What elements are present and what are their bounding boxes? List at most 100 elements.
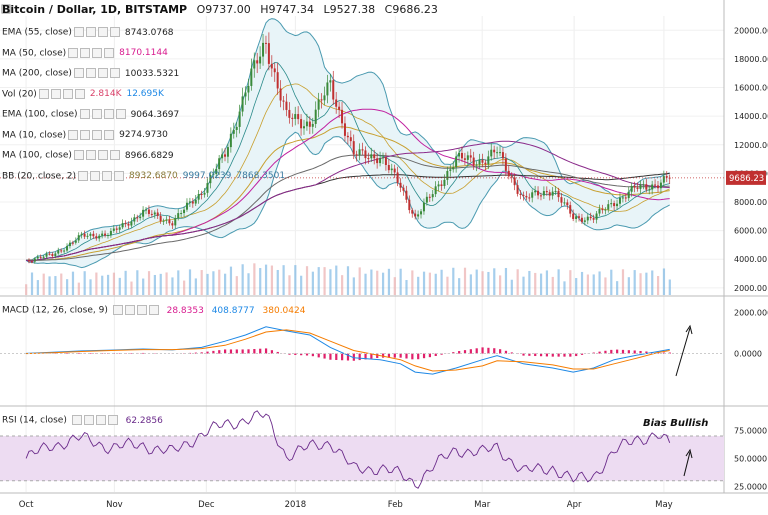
macd-histogram-bar (493, 348, 495, 353)
indicator-legend-label[interactable]: MA (50, close) (2, 48, 66, 58)
candle-body (95, 236, 97, 238)
legend-close-icon[interactable] (104, 48, 114, 58)
candle-body (294, 114, 296, 119)
legend-plus-icon[interactable] (96, 415, 106, 425)
macd-histogram-bar (470, 349, 472, 353)
indicator-legend-label[interactable]: BB (20, close, 2) (2, 171, 76, 181)
legend-gear-icon[interactable] (90, 171, 100, 181)
candle-body (423, 203, 425, 212)
indicator-legend-label[interactable]: MA (100, close) (2, 151, 72, 161)
legend-eye-icon[interactable] (74, 150, 84, 160)
macd-histogram-bar (335, 354, 337, 360)
indicator-legend: MA (200, close) 10033.5321 (2, 68, 179, 80)
legend-eye-icon[interactable] (74, 68, 84, 78)
legend-close-icon[interactable] (108, 415, 118, 425)
volume-bar (563, 281, 565, 295)
volume-bar (628, 277, 630, 295)
legend-close-icon[interactable] (104, 130, 114, 140)
symbol-title[interactable]: Bitcoin / Dollar, 1D, BITSTAMP (2, 3, 187, 16)
candle-body (663, 176, 665, 182)
candle-body (148, 210, 150, 214)
time-tick-label: Nov (106, 500, 123, 510)
candle-body (394, 169, 396, 173)
legend-eye-icon[interactable] (74, 27, 84, 37)
indicator-legend-label[interactable]: EMA (55, close) (2, 28, 72, 38)
volume-bar (60, 274, 62, 295)
legend-eye-icon[interactable] (113, 305, 123, 315)
macd-histogram-bar (405, 354, 407, 359)
candle-body (429, 197, 431, 198)
ohlc-high: H9747.34 (260, 3, 314, 16)
candle-body (628, 192, 630, 198)
volume-bar (388, 269, 390, 295)
legend-gear-icon[interactable] (86, 27, 96, 37)
volume-bar (651, 270, 653, 295)
volume-bar (394, 277, 396, 295)
indicator-legend-label[interactable]: EMA (100, close) (2, 110, 78, 120)
indicator-legend-label[interactable]: MA (10, close) (2, 130, 66, 140)
volume-bar (493, 268, 495, 295)
indicator-legend-label[interactable]: MA (200, close) (2, 69, 72, 79)
macd-histogram-bar (247, 349, 249, 353)
candle-body (350, 137, 352, 141)
legend-eye-icon[interactable] (72, 415, 82, 425)
rsi-legend-label[interactable]: RSI (14, close) (2, 416, 67, 426)
macd-value-macd: 408.8777 (212, 306, 255, 316)
legend-plus-icon[interactable] (102, 171, 112, 181)
legend-gear-icon[interactable] (125, 305, 135, 315)
candle-body (517, 185, 519, 194)
macd-legend-label[interactable]: MACD (12, 26, close, 9) (2, 306, 108, 316)
legend-gear-icon[interactable] (86, 68, 96, 78)
indicator-legend-value: 8743.0768 (125, 28, 174, 38)
legend-plus-icon[interactable] (63, 89, 73, 99)
candle-body (338, 107, 340, 110)
legend-gear-icon[interactable] (86, 150, 96, 160)
macd-histogram-bar (224, 349, 226, 353)
legend-gear-icon[interactable] (80, 48, 90, 58)
candle-body (288, 110, 290, 118)
candle-body (329, 80, 331, 82)
legend-plus-icon[interactable] (137, 305, 147, 315)
legend-close-icon[interactable] (75, 89, 85, 99)
indicator-legend-label[interactable]: Vol (20) (2, 89, 37, 99)
candle-body (139, 217, 141, 218)
legend-plus-icon[interactable] (92, 48, 102, 58)
legend-gear-icon[interactable] (92, 109, 102, 119)
legend-eye-icon[interactable] (68, 48, 78, 58)
candle-body (432, 194, 434, 197)
candle-body (84, 234, 86, 237)
legend-eye-icon[interactable] (68, 130, 78, 140)
candle-body (306, 122, 308, 127)
legend-gear-icon[interactable] (84, 415, 94, 425)
legend-plus-icon[interactable] (92, 130, 102, 140)
candle-body (467, 155, 469, 160)
legend-close-icon[interactable] (110, 150, 120, 160)
candle-body (297, 114, 299, 119)
candle-body (247, 86, 249, 93)
macd-histogram-bar (481, 347, 483, 353)
legend-eye-icon[interactable] (39, 89, 49, 99)
volume-bar (72, 272, 74, 295)
legend-plus-icon[interactable] (98, 150, 108, 160)
legend-plus-icon[interactable] (104, 109, 114, 119)
volume-bar (37, 280, 39, 295)
legend-close-icon[interactable] (149, 305, 159, 315)
legend-close-icon[interactable] (114, 171, 124, 181)
candle-body (341, 110, 343, 124)
legend-plus-icon[interactable] (98, 68, 108, 78)
indicator-legend-value: 10033.5321 (125, 69, 179, 79)
candle-body (566, 202, 568, 205)
candle-body (253, 60, 255, 68)
legend-eye-icon[interactable] (78, 171, 88, 181)
legend-close-icon[interactable] (116, 109, 126, 119)
legend-close-icon[interactable] (110, 27, 120, 37)
candle-body (262, 43, 264, 57)
legend-plus-icon[interactable] (98, 27, 108, 37)
legend-close-icon[interactable] (110, 68, 120, 78)
volume-bar (552, 277, 554, 295)
candle-body (312, 124, 314, 127)
legend-gear-icon[interactable] (80, 130, 90, 140)
volume-bar (288, 275, 290, 295)
legend-gear-icon[interactable] (51, 89, 61, 99)
legend-eye-icon[interactable] (80, 109, 90, 119)
